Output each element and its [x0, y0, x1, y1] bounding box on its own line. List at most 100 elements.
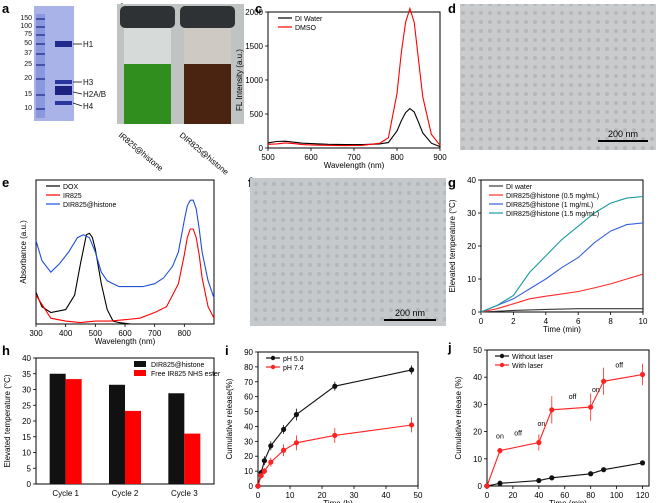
y-tick-label: 10: [22, 449, 31, 458]
ladder-band: [36, 34, 45, 36]
legend-label: DIR825@histone: [151, 362, 205, 369]
vial-cap: [180, 6, 235, 28]
histone-band-h2ab: [55, 86, 72, 95]
y-tick-label: 10: [467, 275, 476, 284]
series-line: [480, 195, 644, 313]
legend-label: DI water: [506, 184, 533, 191]
data-point: [601, 378, 607, 384]
series-line: [35, 228, 215, 324]
ladder-band: [36, 108, 45, 110]
data-point: [261, 468, 267, 474]
x-tick-label: 0: [256, 491, 261, 500]
data-point: [588, 471, 594, 477]
data-point: [497, 448, 503, 454]
x-tick-label: 400: [59, 329, 73, 338]
x-axis-label: Time (h): [323, 499, 353, 503]
legend-label: DI Water: [295, 16, 323, 23]
x-tick-label: 50: [414, 491, 423, 500]
x-tick-label: 40: [382, 491, 391, 500]
data-point: [261, 458, 267, 464]
x-tick-label: Cycle 2: [112, 489, 139, 498]
y-tick-label: 20: [467, 242, 476, 251]
x-tick-label: 700: [347, 153, 361, 162]
annotation-label: on: [538, 421, 546, 428]
x-tick-label: 20: [508, 491, 517, 500]
x-tick-label: 700: [148, 329, 162, 338]
y-tick-label: 10: [244, 467, 253, 476]
x-tick-label: 40: [534, 491, 543, 500]
bar: [168, 393, 185, 484]
y-axis-label: Cumulative release(%): [225, 378, 234, 459]
y-axis-label: Elevated temperature (°C): [3, 374, 12, 467]
legend-label: DIR825@histone (1.5 mg/mL): [506, 211, 599, 218]
data-point: [268, 443, 274, 449]
band-label-h4: H4: [83, 102, 94, 111]
x-tick-label: 6: [576, 317, 581, 326]
annotation-label: on: [496, 433, 504, 440]
data-point: [332, 432, 338, 438]
x-tick-label: 500: [261, 153, 275, 162]
y-tick-label: 15: [22, 433, 31, 442]
data-point: [268, 459, 274, 465]
x-tick-label: 2: [511, 317, 516, 326]
annotation-label: off: [514, 431, 522, 438]
x-tick-label: 4: [544, 317, 549, 326]
band-label-h2ab: H2A/B: [83, 90, 106, 99]
legend-label: IR825: [63, 193, 82, 200]
data-point: [409, 367, 415, 373]
legend-label: DMSO: [295, 25, 317, 32]
y-tick-label: 30: [244, 437, 253, 446]
y-axis-label: Absorbance (a.u.): [19, 220, 28, 284]
y-tick-label: 1000: [245, 76, 263, 85]
legend-swatch: [134, 361, 146, 367]
x-axis-label: Wavelength (nm): [95, 337, 156, 346]
band-label-h1: H1: [83, 40, 94, 49]
x-tick-label: 600: [304, 153, 318, 162]
bar: [65, 379, 82, 484]
x-axis-label: Time (min): [549, 499, 587, 503]
x-axis-label: Time (min): [543, 325, 581, 334]
ladder-band: [36, 18, 45, 20]
ladder-label: 50: [24, 40, 32, 47]
legend-label: pH 5.0: [283, 356, 304, 363]
data-point: [293, 411, 299, 418]
band-pointer: [72, 91, 83, 95]
x-tick-label: 300: [29, 329, 43, 338]
y-tick-label: 10: [473, 455, 482, 464]
y-tick-label: 0: [478, 482, 483, 491]
data-point: [601, 467, 607, 473]
y-tick-label: 0: [27, 480, 32, 489]
y-tick-label: 40: [467, 176, 476, 185]
x-tick-label: 30: [350, 491, 359, 500]
y-tick-label: 80: [244, 363, 253, 372]
legend-marker: [270, 355, 276, 361]
vial-cap: [120, 6, 175, 28]
panel-letter-d: d: [448, 1, 456, 16]
tem-particles: [250, 178, 446, 326]
y-tick-label: 40: [244, 422, 253, 431]
legend-label: pH 7.4: [283, 365, 304, 372]
panel-letter-a: a: [2, 1, 10, 16]
panel-letter-h: h: [2, 343, 10, 358]
x-tick-label: 60: [560, 491, 569, 500]
x-tick-label: 100: [610, 491, 624, 500]
x-tick-label: 20: [318, 491, 327, 500]
x-tick-label: 800: [390, 153, 404, 162]
y-tick-label: 20: [473, 428, 482, 437]
y-tick-label: 90: [244, 348, 253, 357]
x-tick-label: 500: [89, 329, 103, 338]
y-tick-label: 60: [244, 393, 253, 402]
series-line: [480, 308, 643, 313]
legend-swatch: [134, 370, 146, 376]
ladder-label: 150: [20, 15, 32, 22]
ladder-band: [36, 53, 45, 55]
legend-label: DIR825@histone (0.5 mg/mL): [506, 193, 599, 200]
x-tick-label: 0: [485, 491, 490, 500]
ladder-label: 10: [24, 105, 32, 112]
panel-letter-c: c: [255, 1, 262, 16]
chart-h: h 0 5 10 15 20 25 30 35 40 Elevated temperature (°…: [2, 343, 221, 498]
data-point: [293, 440, 299, 446]
data-point: [497, 480, 503, 486]
x-tick-label: 80: [586, 491, 595, 500]
series-line: [486, 373, 643, 487]
